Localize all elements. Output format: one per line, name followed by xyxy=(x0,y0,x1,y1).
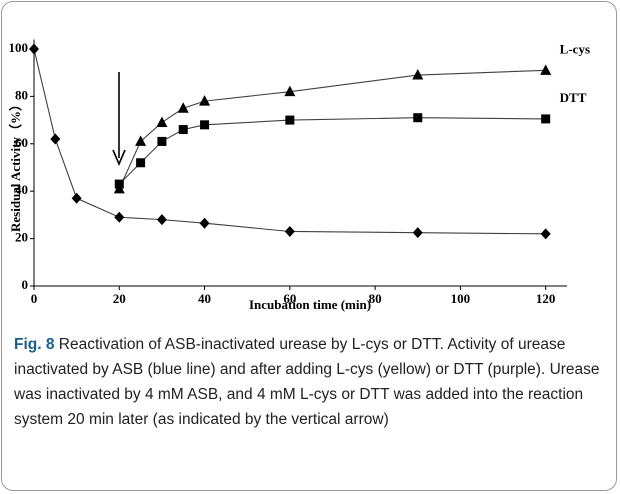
square-marker xyxy=(178,125,188,135)
y-axis-label: Residual Activity（%） xyxy=(8,98,23,232)
y-tick-label: 80 xyxy=(15,87,28,102)
triangle-marker xyxy=(177,102,189,113)
triangle-marker xyxy=(412,69,424,80)
x-tick-label: 20 xyxy=(113,291,126,306)
series-line xyxy=(118,69,546,190)
triangle-marker xyxy=(156,116,168,127)
y-tick-label: 100 xyxy=(9,40,29,55)
square-marker xyxy=(413,113,423,123)
y-tick-label: 0 xyxy=(22,277,29,292)
x-tick-label: 100 xyxy=(451,291,471,306)
triangle-marker xyxy=(284,85,296,97)
diamond-marker xyxy=(156,214,167,226)
x-tick-label: 60 xyxy=(283,291,296,306)
series-line xyxy=(33,48,546,235)
diamond-marker xyxy=(412,227,423,239)
triangle-marker xyxy=(135,135,147,146)
x-tick-label: 40 xyxy=(198,291,211,306)
y-tick-label: 40 xyxy=(15,182,28,197)
x-tick-label: 120 xyxy=(536,291,556,306)
series-label: L-cys xyxy=(560,41,590,56)
diamond-marker xyxy=(540,228,551,240)
diamond-marker xyxy=(114,211,125,223)
diamond-marker xyxy=(284,225,295,237)
diamond-marker xyxy=(199,217,210,229)
triangle-marker xyxy=(199,95,211,106)
square-marker xyxy=(200,120,210,130)
x-tick-label: 80 xyxy=(369,291,382,306)
caption: Fig. 8 Reactivation of ASB-inactivated u… xyxy=(14,332,610,432)
diamond-marker xyxy=(50,133,61,145)
arrow-head xyxy=(112,149,126,167)
triangle-marker xyxy=(540,64,552,75)
x-tick-label: 0 xyxy=(31,291,38,306)
square-marker xyxy=(114,179,124,189)
series-label: DTT xyxy=(560,90,587,105)
caption-text: Reactivation of ASB-inactivated urease b… xyxy=(14,336,600,428)
square-marker xyxy=(285,115,295,125)
y-tick-label: 20 xyxy=(15,230,28,245)
y-tick-label: 60 xyxy=(15,135,28,150)
caption-label: Fig. 8 xyxy=(14,336,55,353)
x-axis-label: Incubation time (min) xyxy=(249,297,371,312)
chart: Incubation time (min) Residual Activity（… xyxy=(8,39,590,312)
diamond-marker xyxy=(29,43,39,55)
diamond-marker xyxy=(71,192,82,204)
square-marker xyxy=(541,114,551,124)
square-marker xyxy=(136,158,146,168)
square-marker xyxy=(157,136,167,146)
